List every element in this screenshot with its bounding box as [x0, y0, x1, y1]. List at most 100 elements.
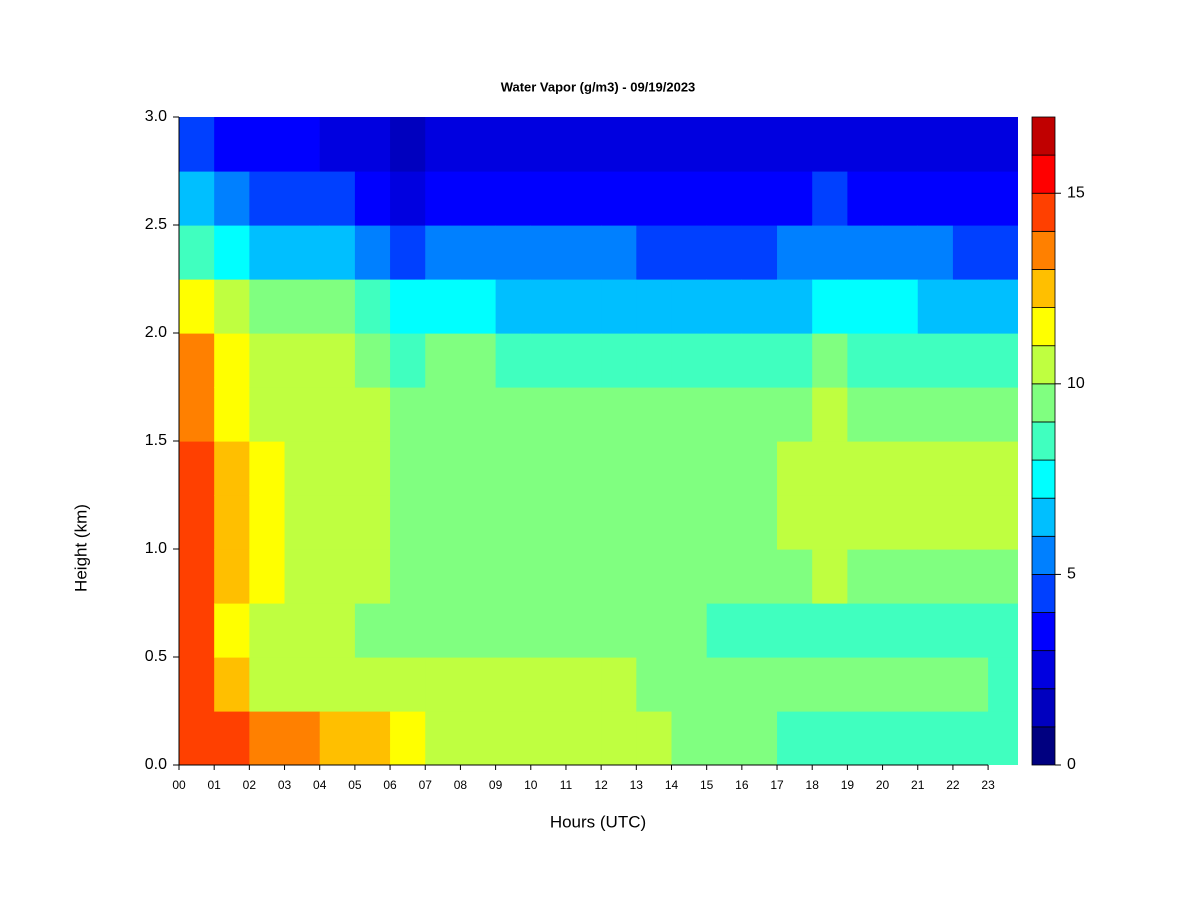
contour-cell	[952, 441, 989, 496]
contour-cell	[565, 441, 602, 496]
contour-cell	[425, 333, 462, 388]
contour-cell	[390, 387, 426, 442]
contour-cell	[565, 117, 602, 172]
contour-cell	[460, 387, 497, 442]
contour-cell	[882, 279, 919, 334]
x-tick-label: 08	[454, 778, 468, 792]
contour-cell	[354, 603, 391, 658]
contour-cell	[988, 387, 1018, 442]
colorbar-band	[1031, 574, 1056, 613]
contour-cell	[636, 657, 673, 712]
contour-cell	[530, 279, 567, 334]
contour-cell	[777, 657, 813, 712]
contour-cell	[671, 495, 708, 550]
x-tick-label: 23	[981, 778, 995, 792]
contour-cell	[565, 549, 602, 604]
contour-cell	[319, 333, 356, 388]
contour-cell	[636, 495, 673, 550]
contour-cell	[882, 657, 919, 712]
contour-cell	[460, 549, 497, 604]
contour-cell	[777, 279, 813, 334]
contour-cell	[284, 387, 321, 442]
contour-cell	[741, 279, 778, 334]
contour-cell	[847, 441, 884, 496]
contour-cell	[530, 171, 567, 226]
contour-cell	[671, 603, 708, 658]
contour-cell	[917, 117, 954, 172]
contour-cell	[671, 441, 708, 496]
contour-cell	[988, 549, 1018, 604]
contour-cell	[917, 657, 954, 712]
contour-cell	[565, 495, 602, 550]
contour-cell	[460, 171, 497, 226]
colorbar-band	[1031, 497, 1056, 537]
contour-cell	[847, 279, 884, 334]
x-tick-label: 05	[348, 778, 362, 792]
contour-cell	[847, 549, 884, 604]
contour-cell	[354, 333, 391, 388]
x-tick-label: 21	[911, 778, 925, 792]
x-tick-label: 06	[383, 778, 397, 792]
contour-cell	[425, 441, 462, 496]
x-tick-label: 18	[806, 778, 820, 792]
contour-cell	[777, 387, 813, 442]
contour-cell	[214, 549, 250, 604]
contour-cell	[284, 495, 321, 550]
contour-cell	[460, 333, 497, 388]
contour-cell	[988, 495, 1018, 550]
contour-cell	[425, 117, 462, 172]
contour-cell	[284, 333, 321, 388]
contour-cell	[425, 171, 462, 226]
x-tick-label: 10	[524, 778, 538, 792]
contour-cell	[671, 117, 708, 172]
contour-cell	[636, 225, 673, 280]
y-axis-label: Height (km)	[71, 504, 90, 592]
contour-cell	[706, 495, 743, 550]
contour-cell	[495, 117, 532, 172]
contour-cell	[319, 117, 356, 172]
contour-cell	[988, 225, 1018, 280]
contour-cell	[601, 225, 637, 280]
contour-cell	[390, 171, 426, 226]
contour-cell	[882, 117, 919, 172]
contour-cell	[636, 171, 673, 226]
colorbar-band	[1031, 269, 1056, 308]
contour-cell	[917, 603, 954, 658]
contour-cell	[390, 225, 426, 280]
contour-cell	[812, 225, 848, 280]
contour-cell	[179, 603, 215, 658]
contour-cell	[179, 495, 215, 550]
contour-cell	[847, 117, 884, 172]
contour-cell	[425, 225, 462, 280]
contour-cell	[741, 495, 778, 550]
contour-cell	[179, 333, 215, 388]
colorbar-band	[1031, 230, 1056, 270]
contour-cell	[460, 117, 497, 172]
contour-cell	[671, 225, 708, 280]
contour-cell	[214, 441, 250, 496]
contour-cell	[425, 495, 462, 550]
contour-cell	[495, 171, 532, 226]
contour-cell	[354, 441, 391, 496]
contour-cell	[671, 711, 708, 765]
contour-cell	[706, 657, 743, 712]
contour-cell	[495, 279, 532, 334]
contour-cell	[988, 117, 1018, 172]
contour-cell	[636, 441, 673, 496]
contour-cell	[706, 441, 743, 496]
contour-cell	[249, 603, 286, 658]
contour-cell	[706, 711, 743, 765]
contour-cell	[214, 387, 250, 442]
contour-cell	[777, 225, 813, 280]
contour-cell	[706, 171, 743, 226]
contour-cell	[495, 495, 532, 550]
contour-cell	[952, 549, 989, 604]
contour-cell	[530, 657, 567, 712]
contour-cell	[319, 549, 356, 604]
contour-cell	[882, 333, 919, 388]
contour-cell	[565, 279, 602, 334]
contour-cell	[390, 657, 426, 712]
contour-cell	[319, 279, 356, 334]
contour-cell	[917, 333, 954, 388]
contour-cell	[847, 711, 884, 765]
